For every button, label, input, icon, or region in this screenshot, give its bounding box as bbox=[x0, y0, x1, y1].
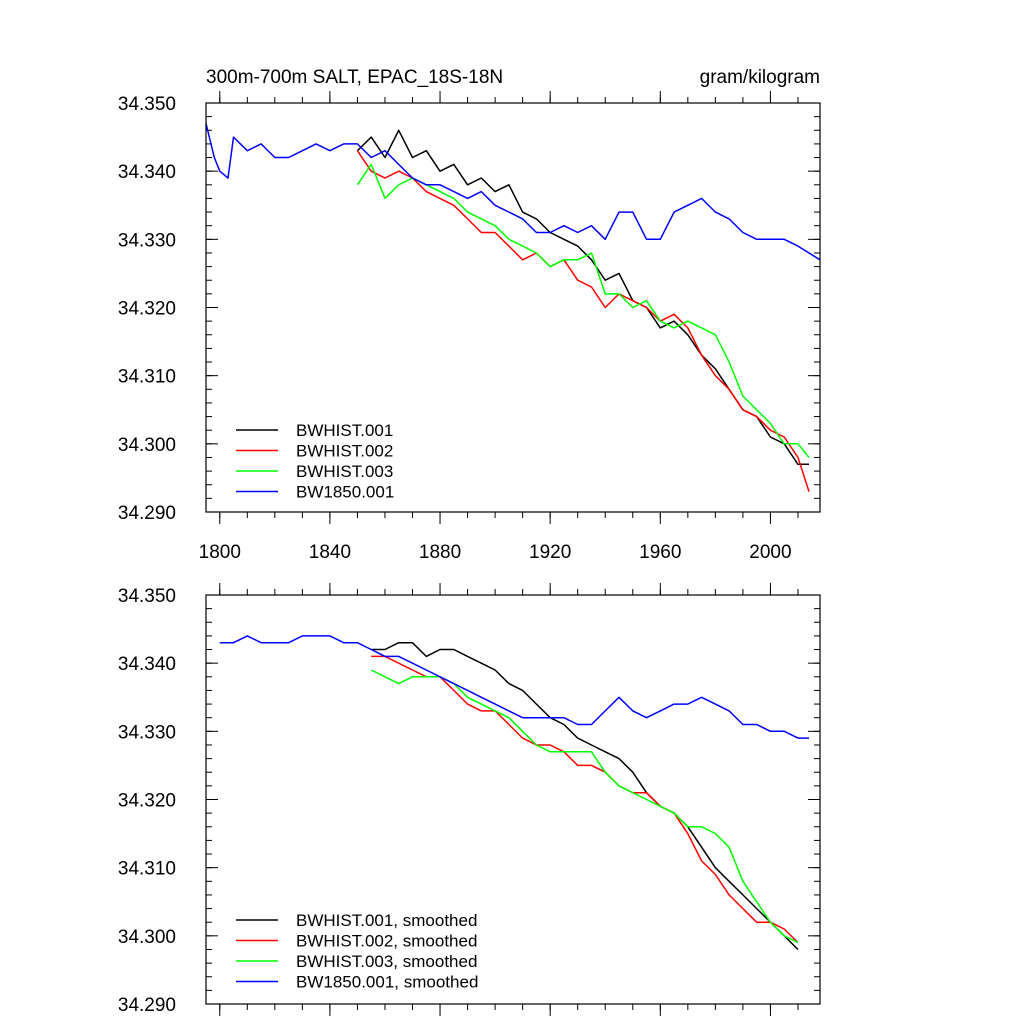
top-panel-legend-label: BWHIST.001 bbox=[296, 421, 393, 440]
y-tick-label: 34.330 bbox=[118, 722, 176, 743]
bottom-panel: 34.290 34.300 34.310 34.320 34.330 34.340 34.3… bbox=[118, 583, 821, 1016]
bottom-panel-frame bbox=[205, 594, 821, 1005]
top-panel: 300m-700m SALT, EPAC_18S-18N gram/kilogr… bbox=[118, 67, 821, 563]
bottom-panel-series bbox=[219, 635, 809, 951]
y-tick-label: 34.320 bbox=[118, 791, 176, 812]
top-panel-legend-label: BWHIST.002 bbox=[296, 442, 393, 461]
bottom-panel-y-tick-labels: 34.290 34.300 34.310 34.320 34.330 34.340 34.3… bbox=[118, 586, 176, 1016]
bottom-panel-legend-label: BW1850.001, smoothed bbox=[296, 973, 478, 992]
y-tick-label: 34.300 bbox=[118, 927, 176, 948]
bottom-panel-series-line-4 bbox=[219, 635, 809, 739]
y-tick-label: 34.350 bbox=[118, 586, 176, 607]
y-tick-label: 34.300 bbox=[118, 435, 176, 456]
bottom-panel-legend-label: BWHIST.002, smoothed bbox=[296, 932, 477, 951]
bottom-panel-legend-label: BWHIST.003, smoothed bbox=[296, 952, 477, 971]
top-panel-legend-label: BW1850.001 bbox=[296, 483, 394, 502]
top-panel-units: gram/kilogram bbox=[700, 67, 820, 88]
y-tick-label: 34.340 bbox=[118, 654, 176, 675]
y-tick-label: 34.330 bbox=[118, 230, 176, 251]
top-panel-frame bbox=[205, 102, 821, 513]
bottom-panel-legend-label: BWHIST.001, smoothed bbox=[296, 911, 477, 930]
bottom-panel-series-line-2 bbox=[371, 655, 799, 944]
top-panel-series bbox=[205, 123, 821, 492]
y-tick-label: 34.320 bbox=[118, 299, 176, 320]
y-tick-label: 34.290 bbox=[118, 503, 176, 524]
x-tick-label: 1880 bbox=[419, 542, 461, 563]
bottom-panel-series-line-1 bbox=[371, 641, 799, 951]
x-tick-label: 1920 bbox=[529, 542, 571, 563]
y-tick-label: 34.290 bbox=[118, 995, 176, 1016]
top-panel-series-line-2 bbox=[356, 150, 810, 492]
top-panel-ticks bbox=[206, 91, 820, 524]
x-tick-label: 2000 bbox=[749, 542, 791, 563]
y-tick-label: 34.340 bbox=[118, 162, 176, 183]
top-panel-series-line-4 bbox=[205, 123, 821, 261]
x-tick-label: 1800 bbox=[199, 542, 241, 563]
x-tick-label: 1840 bbox=[309, 542, 351, 563]
top-panel-title: 300m-700m SALT, EPAC_18S-18N bbox=[206, 67, 503, 88]
y-tick-label: 34.310 bbox=[118, 367, 176, 388]
x-tick-label: 1960 bbox=[639, 542, 681, 563]
top-panel-y-tick-labels: 34.290 34.300 34.310 34.320 34.330 34.340 34.3… bbox=[118, 94, 176, 524]
y-tick-label: 34.350 bbox=[118, 94, 176, 115]
top-panel-legend-label: BWHIST.003 bbox=[296, 462, 393, 481]
y-tick-label: 34.310 bbox=[118, 859, 176, 880]
top-panel-series-line-3 bbox=[356, 163, 810, 458]
bottom-panel-legend: BWHIST.001, smoothed BWHIST.002, smoothed… bbox=[236, 911, 478, 992]
top-panel-x-tick-labels: 1800 1840 1880 1920 1960 2000 bbox=[199, 542, 792, 563]
